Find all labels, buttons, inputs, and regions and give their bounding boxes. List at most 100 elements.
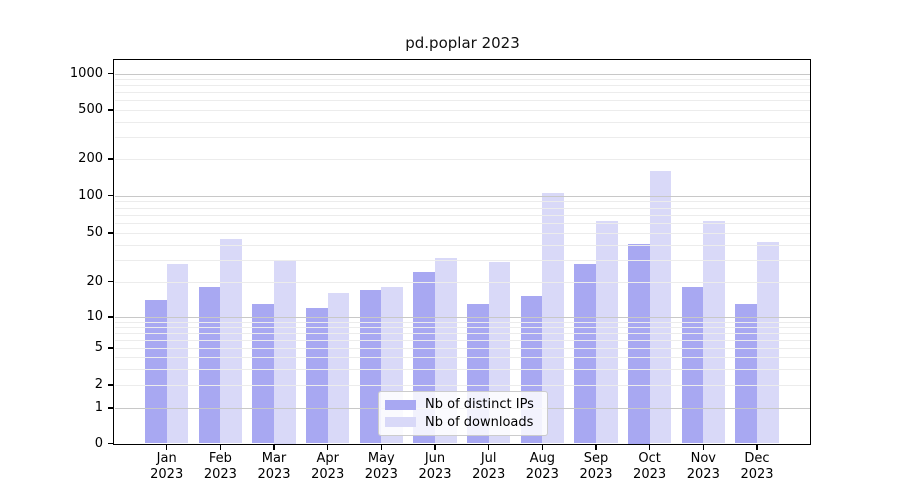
- bar-ips-oct: [627, 243, 650, 444]
- x-tick-mark: [166, 445, 168, 450]
- x-tick-mark: [219, 445, 222, 450]
- bar-downloads-feb: [220, 238, 243, 444]
- bar-downloads-dec: [757, 242, 779, 444]
- legend-item-distinct-ips: Nb of distinct IPs: [385, 397, 539, 412]
- gridline-minor: [115, 281, 810, 283]
- bar-ips-dec: [735, 303, 757, 444]
- bar-downloads-mar: [274, 260, 296, 444]
- x-tick-mark: [434, 445, 436, 450]
- x-tick-mark: [595, 445, 597, 450]
- x-tick-label-jun: Jun 2023: [418, 451, 452, 482]
- y-tick-label: 10: [86, 309, 103, 324]
- x-tick-label-dec: Dec 2023: [740, 451, 774, 482]
- y-tick-label: 1: [94, 400, 103, 415]
- gridline-major: [115, 195, 810, 197]
- y-tick-label: 50: [86, 225, 103, 240]
- gridline-minor: [115, 201, 810, 203]
- bar-ips-jan: [144, 299, 167, 444]
- gridline-minor: [115, 333, 810, 334]
- gridline-minor: [115, 368, 810, 370]
- y-tick-label: 20: [86, 273, 103, 289]
- y-tick-mark: [108, 347, 113, 349]
- gridline-minor: [115, 214, 810, 216]
- gridline-minor: [115, 321, 810, 323]
- x-tick-label-jan: Jan 2023: [150, 451, 184, 482]
- gridline-minor: [115, 121, 810, 123]
- legend-item-downloads: Nb of downloads: [385, 415, 539, 430]
- y-tick-mark: [108, 158, 113, 160]
- gridline-minor: [115, 223, 810, 225]
- x-tick-mark: [273, 445, 275, 450]
- gridline-minor: [115, 207, 810, 209]
- bar-downloads-jan: [166, 263, 189, 444]
- bar-ips-mar: [252, 303, 274, 444]
- gridline-minor: [115, 100, 810, 102]
- gridline-minor: [115, 137, 810, 139]
- x-tick-label-aug: Aug 2023: [525, 451, 559, 482]
- gridline-minor: [115, 327, 810, 328]
- bar-ips-sep: [574, 263, 596, 444]
- bar-downloads-aug: [542, 193, 565, 444]
- x-tick-mark: [756, 445, 758, 450]
- y-tick-mark: [108, 72, 113, 75]
- y-tick-label: 500: [78, 102, 103, 117]
- bar-downloads-sep: [596, 220, 618, 444]
- legend: Nb of distinct IPs Nb of downloads: [378, 391, 548, 436]
- x-tick-mark: [488, 445, 490, 450]
- y-tick-label: 100: [78, 187, 103, 203]
- gridline-minor: [115, 85, 810, 87]
- x-tick-label-apr: Apr 2023: [311, 451, 345, 482]
- bar-downloads-oct: [649, 170, 672, 444]
- y-tick-mark: [108, 384, 113, 386]
- y-tick-label: 200: [78, 151, 103, 166]
- gridline-minor: [115, 244, 810, 246]
- bar-downloads-nov: [703, 221, 726, 444]
- gridline-minor: [115, 79, 810, 80]
- x-tick-label-nov: Nov 2023: [686, 451, 720, 482]
- y-tick-mark: [108, 316, 113, 318]
- y-tick-label: 2: [94, 377, 103, 392]
- bar-ips-nov: [681, 286, 704, 444]
- y-tick-mark: [108, 109, 113, 111]
- legend-label-downloads: Nb of downloads: [425, 414, 534, 430]
- gridline-minor: [115, 339, 810, 341]
- gridline-minor: [115, 159, 810, 160]
- gridline-minor: [115, 110, 810, 111]
- gridline-minor: [115, 92, 810, 94]
- y-tick-label: 1000: [69, 65, 103, 81]
- chart-title: pd.poplar 2023: [405, 34, 520, 52]
- x-tick-label-sep: Sep 2023: [579, 451, 613, 482]
- legend-label-distinct-ips: Nb of distinct IPs: [425, 397, 534, 413]
- y-tick-mark: [108, 280, 113, 283]
- x-tick-label-feb: Feb 2023: [203, 451, 237, 482]
- bar-ips-feb: [198, 286, 221, 444]
- y-tick-mark: [108, 232, 113, 234]
- gridline-minor: [115, 348, 810, 349]
- x-tick-label-mar: Mar 2023: [257, 451, 291, 482]
- bar-ips-may: [359, 289, 382, 444]
- x-tick-mark: [541, 445, 543, 450]
- y-tick-mark: [108, 442, 113, 445]
- gridline-major: [115, 73, 810, 75]
- bar-downloads-apr: [327, 292, 350, 444]
- x-tick-label-oct: Oct 2023: [633, 451, 667, 482]
- y-tick-mark: [108, 195, 113, 197]
- y-tick-label: 0: [94, 435, 103, 451]
- y-tick-mark: [108, 407, 113, 409]
- x-tick-mark: [702, 445, 704, 450]
- gridline-minor: [115, 260, 810, 261]
- x-tick-mark: [380, 445, 382, 450]
- bar-ips-apr: [305, 307, 328, 444]
- legend-swatch-downloads: [385, 417, 416, 428]
- gridline-major: [115, 317, 810, 318]
- x-tick-mark: [327, 445, 329, 450]
- y-tick-label: 5: [94, 340, 103, 355]
- gridline-minor: [115, 233, 810, 234]
- x-tick-label-jul: Jul 2023: [472, 451, 506, 482]
- x-tick-mark: [648, 445, 651, 450]
- gridline-minor: [115, 385, 810, 386]
- x-tick-label-may: May 2023: [364, 451, 398, 482]
- gridline-minor: [115, 357, 810, 358]
- legend-swatch-distinct-ips: [385, 399, 416, 410]
